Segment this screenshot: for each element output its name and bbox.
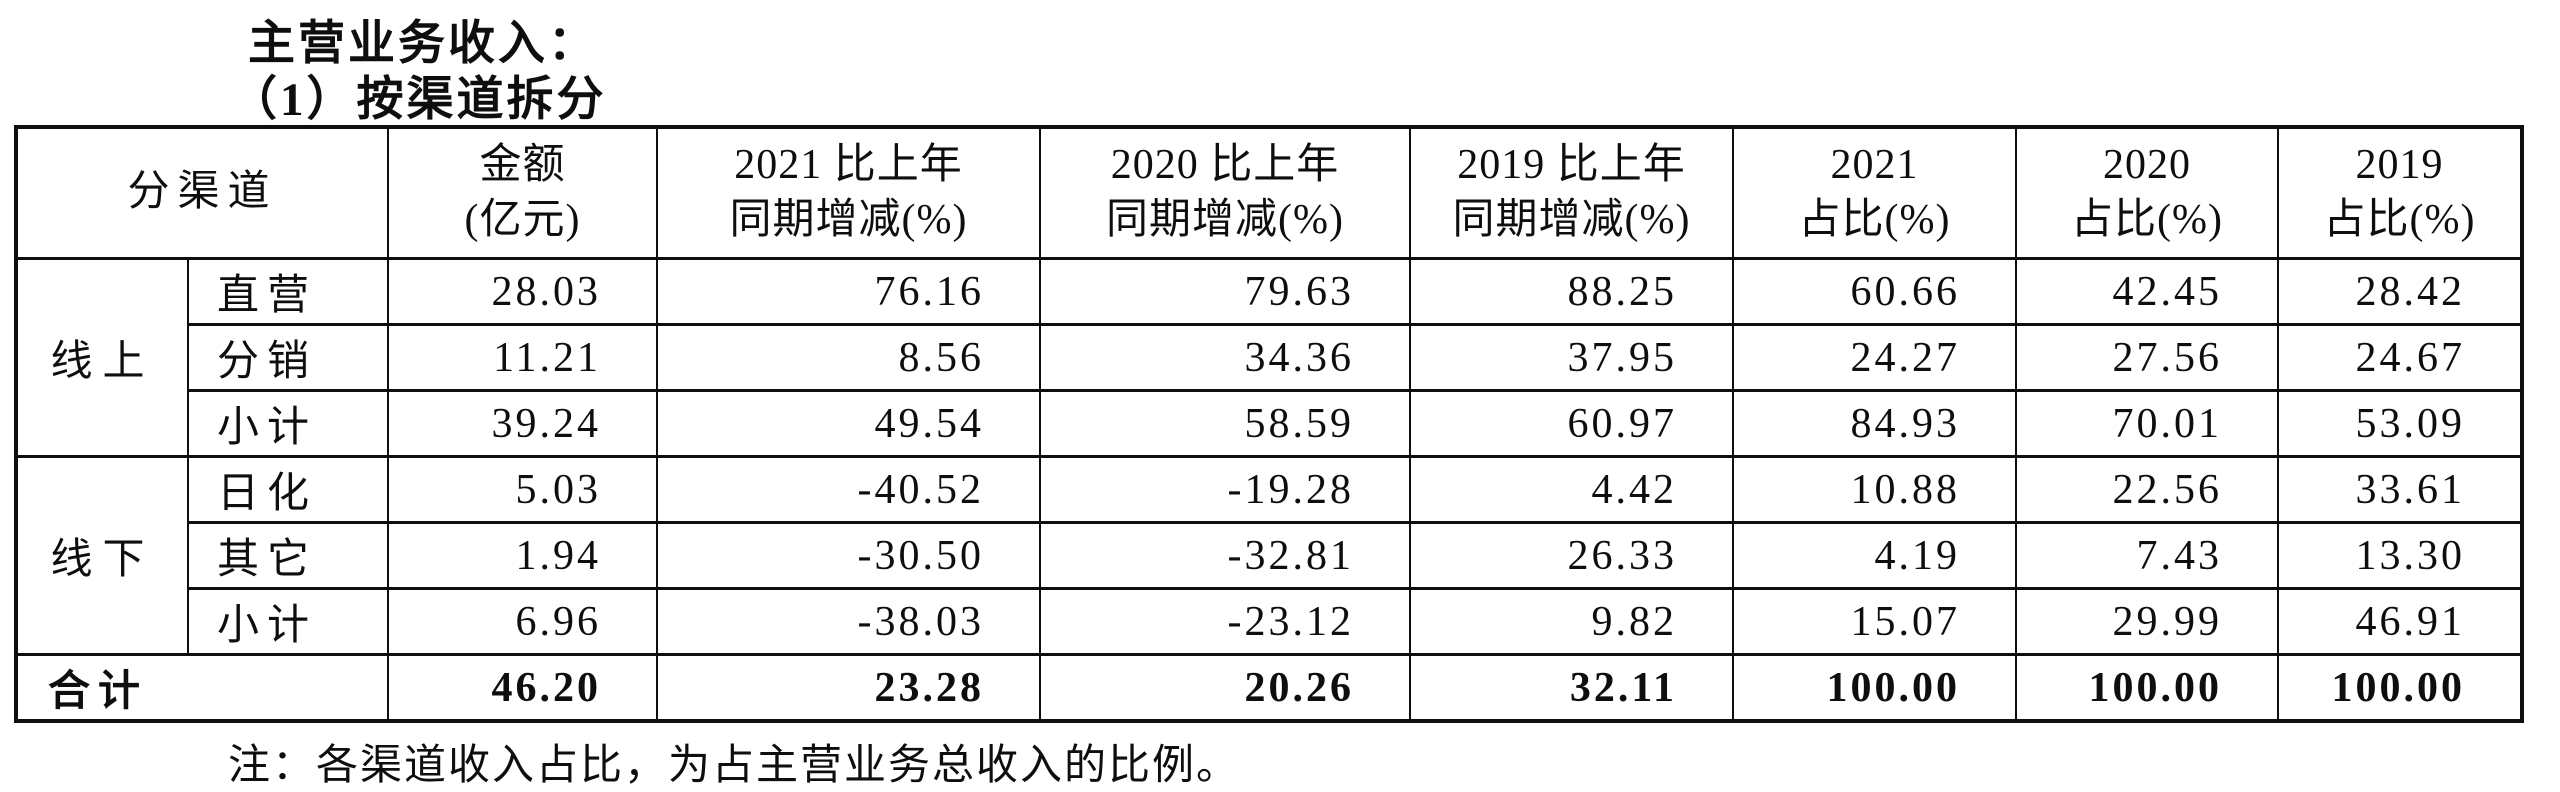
cell-value: 53.09 [2277,389,2524,458]
table-row-online-direct: 线上 直营 28.03 76.16 79.63 88.25 60.66 42.4… [15,257,2524,458]
header-line: (亿元) [464,197,581,243]
table-row-total: 合计 46.20 23.28 20.26 32.11 100.00 100.00… [14,653,2524,723]
group-label-offline: 线下 [15,455,189,656]
header-line: 2021 [1830,141,1919,188]
cell-value: 34.36 [1039,323,1412,392]
cell-value: 24.27 [1732,323,2018,392]
cell-value: -23.12 [1039,587,1412,656]
cell-value: 8.56 [656,323,1042,392]
cell-value: 84.93 [1732,389,2018,458]
header-line: 同期增减(%) [729,197,968,243]
cell-value: 37.95 [1409,323,1735,392]
cell-value: 33.61 [2277,455,2524,524]
group-label-online: 线上 [15,257,189,458]
header-cell-yoy-2019: 2019 比上年 同期增减(%) [1409,125,1735,260]
header-cell-share-2019: 2019 占比(%) [2277,125,2524,260]
cell-value: 13.30 [2277,521,2524,590]
page-title: 主营业务收入： [248,18,598,70]
cell-value: 9.82 [1409,587,1735,656]
cell-value: 1.94 [387,521,659,590]
cell-value: 22.56 [2015,455,2280,524]
header-cell-amount: 金额 (亿元) [387,125,659,260]
row-label: 小计 [186,389,390,458]
cell-value: 60.97 [1409,389,1735,458]
header-line: 占比(%) [1798,197,1951,243]
header-line: 2019 比上年 [1457,141,1686,188]
table-row-online-subtotal: 小计 39.24 49.54 58.59 60.97 84.93 70.01 5… [16,389,2524,458]
header-line: 占比(%) [2071,197,2223,243]
cell-value: 23.28 [656,653,1042,723]
cell-value: -32.81 [1039,521,1412,590]
cell-value: 28.42 [2277,257,2524,326]
cell-value: 11.21 [387,323,659,392]
cell-value: 100.00 [2015,653,2280,723]
row-label: 直营 [186,257,390,326]
cell-value: 79.63 [1039,257,1412,326]
cell-value: 46.91 [2277,587,2524,656]
cell-value: 4.19 [1732,521,2018,590]
table-row-offline-subtotal: 小计 6.96 -38.03 -23.12 9.82 15.07 29.99 4… [16,587,2524,656]
header-row: 分渠道 金额 (亿元) 2021 比上年 同期增减(%) 2020 比上年 同期… [14,125,2524,260]
cell-value: 7.43 [2015,521,2280,590]
cell-value: 10.88 [1732,455,2018,524]
row-label: 小计 [186,587,390,656]
header-line: 2021 比上年 [734,141,963,188]
row-label: 日化 [186,455,390,524]
header-cell-yoy-2020: 2020 比上年 同期增减(%) [1039,125,1412,260]
cell-value: -30.50 [656,521,1042,590]
cell-value: 88.25 [1409,257,1735,326]
cell-value: 27.56 [2015,323,2280,392]
table-row-offline-daily-chemical: 线下 日化 5.03 -40.52 -19.28 4.42 10.88 22.5… [15,455,2524,656]
cell-value: 76.16 [656,257,1042,326]
cell-value: 42.45 [2015,257,2280,326]
row-label: 分销 [186,323,390,392]
header-line: 2019 [2355,141,2444,188]
table-row-online-distribution: 分销 11.21 8.56 34.36 37.95 24.27 27.56 24… [16,323,2524,392]
header-line: 金额 [479,141,566,188]
footnote: 注：各渠道收入占比，为占主营业务总收入的比例。 [228,743,1241,789]
cell-value: 20.26 [1039,653,1412,723]
cell-value: 5.03 [387,455,659,524]
header-line: 同期增减(%) [1452,197,1691,243]
revenue-by-channel-table: 分渠道 金额 (亿元) 2021 比上年 同期增减(%) 2020 比上年 同期… [14,125,2525,723]
cell-value: 100.00 [1732,653,2018,723]
cell-value: 26.33 [1409,521,1735,590]
cell-value: 32.11 [1409,653,1735,723]
header-cell-share-2020: 2020 占比(%) [2015,125,2280,260]
cell-value: 15.07 [1732,587,2018,656]
cell-value: 49.54 [656,389,1042,458]
cell-value: 4.42 [1409,455,1735,524]
total-label: 合计 [14,653,390,723]
header-cell-share-2021: 2021 占比(%) [1732,125,2018,260]
cell-value: -19.28 [1039,455,1412,524]
header-line: 占比(%) [2323,197,2476,243]
header-cell-channel: 分渠道 [14,125,390,260]
cell-value: 70.01 [2015,389,2280,458]
cell-value: 29.99 [2015,587,2280,656]
cell-value: -38.03 [656,587,1042,656]
table-row-offline-other: 其它 1.94 -30.50 -32.81 26.33 4.19 7.43 13… [16,521,2524,590]
section-subtitle: （1）按渠道拆分 [230,74,607,126]
row-label: 其它 [186,521,390,590]
cell-value: 6.96 [387,587,659,656]
header-line: 同期增减(%) [1106,197,1344,243]
header-cell-yoy-2021: 2021 比上年 同期增减(%) [656,125,1042,260]
cell-value: 58.59 [1039,389,1412,458]
cell-value: -40.52 [656,455,1042,524]
cell-value: 60.66 [1732,257,2018,326]
header-line: 2020 比上年 [1110,141,1340,188]
cell-value: 24.67 [2277,323,2524,392]
header-line: 2020 [2103,141,2192,188]
cell-value: 28.03 [387,257,659,326]
cell-value: 100.00 [2277,653,2524,723]
cell-value: 46.20 [387,653,659,723]
cell-value: 39.24 [387,389,659,458]
